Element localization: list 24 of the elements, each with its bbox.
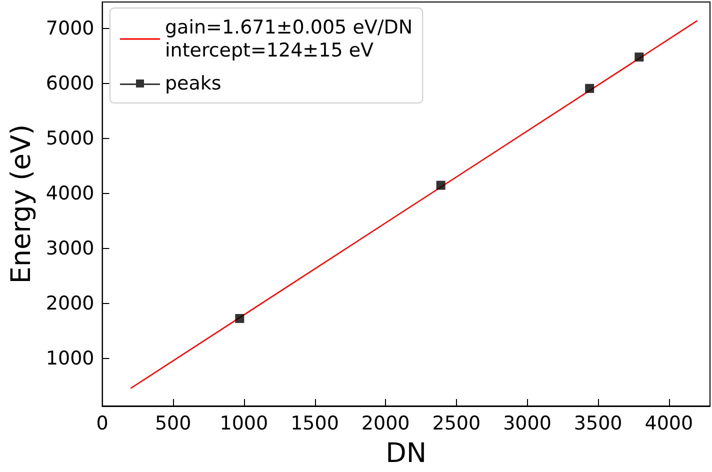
- y-tick-label: 3000: [46, 238, 94, 260]
- y-tick-label: 1000: [46, 348, 94, 370]
- x-tick-label: 2500: [432, 412, 481, 434]
- point: [436, 180, 446, 190]
- y-tick-label: 4000: [46, 182, 94, 205]
- x-tick-label: 2000: [361, 412, 410, 434]
- y-tick-label: 7000: [46, 17, 94, 40]
- x-tick-label: 500: [154, 412, 192, 434]
- y-axis-title: Energy (eV): [6, 124, 37, 284]
- y-tick-label: 5000: [46, 128, 94, 150]
- x-tick-label: 0: [96, 412, 108, 434]
- point: [235, 314, 244, 323]
- point: [585, 84, 594, 93]
- x-tick-label: 3500: [574, 412, 622, 434]
- point: [634, 52, 644, 62]
- x-tick-label: 1000: [220, 412, 268, 434]
- y-tick-label: 6000: [46, 72, 94, 94]
- y-tick-label: 2000: [46, 292, 94, 315]
- x-axis-title: DN: [386, 438, 427, 469]
- legend-label: gain=1.671±0.005 eV/DN intercept=124±15 eV: [165, 16, 413, 62]
- x-tick-label: 4000: [644, 412, 694, 434]
- legend-label: peaks: [165, 72, 222, 94]
- x-tick-label: 3000: [503, 412, 552, 434]
- x-tick-label: 1500: [290, 412, 339, 434]
